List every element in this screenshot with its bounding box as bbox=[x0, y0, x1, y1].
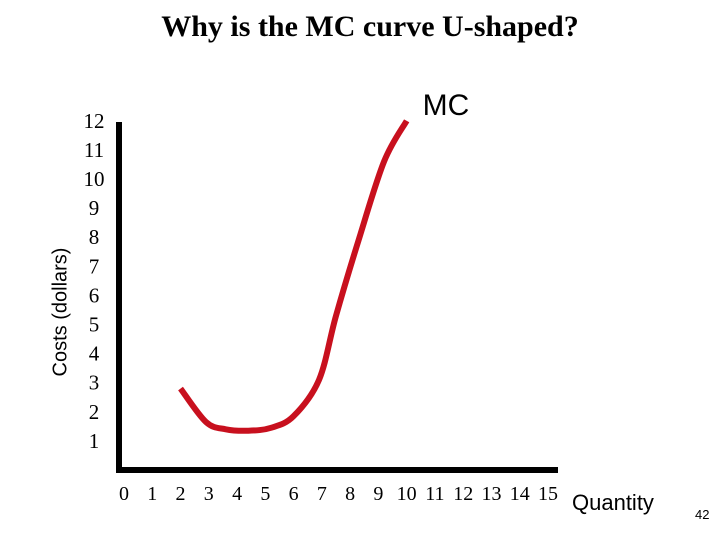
y-tick-label: 3 bbox=[89, 371, 100, 395]
y-tick-label: 4 bbox=[89, 342, 100, 366]
x-tick-label: 11 bbox=[425, 483, 444, 505]
y-tick-label: 6 bbox=[89, 283, 100, 307]
x-tick-label: 7 bbox=[317, 483, 327, 505]
x-tick-label: 15 bbox=[538, 483, 558, 505]
chart-title: Why is the MC curve U-shaped? bbox=[161, 10, 579, 43]
mc-curve-label: MC bbox=[423, 89, 470, 122]
y-tick-label: 1 bbox=[89, 429, 100, 453]
x-tick-label: 14 bbox=[510, 483, 530, 505]
y-tick-label: 12 bbox=[84, 109, 105, 133]
slide-number: 42 bbox=[695, 507, 710, 522]
x-tick-label: 6 bbox=[289, 483, 299, 505]
x-tick-label: 2 bbox=[176, 483, 186, 505]
x-tick-label: 13 bbox=[481, 483, 501, 505]
x-tick-label: 9 bbox=[373, 483, 383, 505]
x-tick-label: 8 bbox=[345, 483, 355, 505]
y-tick-label: 9 bbox=[89, 196, 100, 220]
x-tick-label: 3 bbox=[204, 483, 214, 505]
y-tick-label: 5 bbox=[89, 313, 100, 337]
mc-curve bbox=[178, 119, 410, 434]
x-tick-label: 5 bbox=[260, 483, 270, 505]
x-tick-label: 4 bbox=[232, 483, 242, 505]
x-axis-label: Quantity bbox=[572, 490, 654, 515]
series-group: MC bbox=[178, 89, 470, 434]
y-tick-label: 7 bbox=[89, 254, 100, 278]
x-tick-label: 1 bbox=[147, 483, 157, 505]
x-tick-label: 10 bbox=[397, 483, 417, 505]
x-tick-label: 0 bbox=[119, 483, 129, 505]
y-tick-labels: 12 11 10 9 8 7 6 5 4 3 2 1 bbox=[84, 109, 105, 453]
y-tick-label: 10 bbox=[84, 167, 105, 191]
axes bbox=[116, 122, 558, 473]
y-tick-label: 2 bbox=[89, 400, 100, 424]
y-tick-label: 11 bbox=[84, 138, 104, 162]
x-tick-labels: 0 1 2 3 4 5 6 7 8 9 10 11 12 13 14 15 bbox=[119, 483, 558, 505]
y-tick-label: 8 bbox=[89, 225, 100, 249]
x-tick-label: 12 bbox=[453, 483, 473, 505]
